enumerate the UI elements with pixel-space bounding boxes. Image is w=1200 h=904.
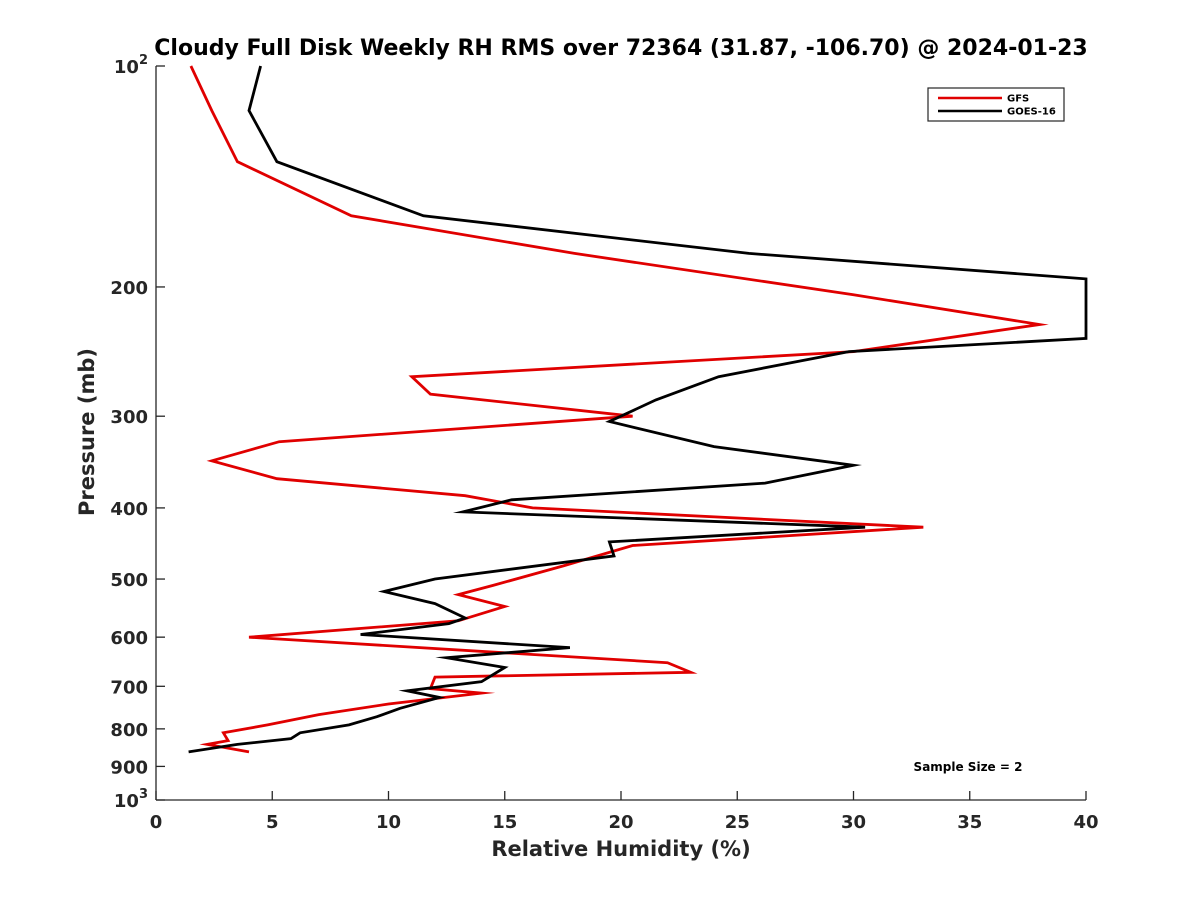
chart-legend: GFS GOES-16 bbox=[927, 87, 1065, 122]
y-tick-label: 300 bbox=[110, 407, 148, 428]
legend-label-goes16: GOES-16 bbox=[1007, 107, 1056, 118]
x-tick-label: 10 bbox=[376, 812, 401, 833]
chart-title: Cloudy Full Disk Weekly RH RMS over 7236… bbox=[154, 36, 1087, 61]
x-tick-label: 20 bbox=[608, 812, 633, 833]
x-tick-label: 35 bbox=[957, 812, 982, 833]
series-line-goes16 bbox=[188, 65, 1088, 754]
legend-box bbox=[927, 87, 1065, 122]
y-tick-label: 103 bbox=[114, 787, 148, 812]
y-tick-label: 102 bbox=[114, 53, 148, 78]
plot-area: 0 5 10 15 20 25 30 35 40 102 200 300 400 500 600 700 800… bbox=[110, 53, 1098, 833]
y-tick-label: 400 bbox=[110, 499, 148, 520]
y-tick-label: 800 bbox=[110, 720, 148, 741]
x-tick-label: 0 bbox=[150, 812, 163, 833]
x-tick-label: 25 bbox=[725, 812, 750, 833]
y-tick-label: 900 bbox=[110, 757, 148, 778]
y-tick-label: 200 bbox=[110, 278, 148, 299]
x-tick-label: 5 bbox=[266, 812, 279, 833]
legend-label-gfs: GFS bbox=[1007, 94, 1029, 105]
x-tick-label: 15 bbox=[492, 812, 517, 833]
y-tick-label: 600 bbox=[110, 628, 148, 649]
series-line-gfs bbox=[189, 65, 1049, 754]
x-tick-label: 30 bbox=[841, 812, 866, 833]
x-axis-label: Relative Humidity (%) bbox=[491, 837, 750, 861]
sample-size-annotation: Sample Size = 2 bbox=[914, 760, 1023, 774]
y-tick-label: 500 bbox=[110, 570, 148, 591]
y-tick-label: 700 bbox=[110, 677, 148, 698]
x-tick-label: 40 bbox=[1073, 812, 1098, 833]
y-axis-label: Pressure (mb) bbox=[75, 348, 99, 516]
